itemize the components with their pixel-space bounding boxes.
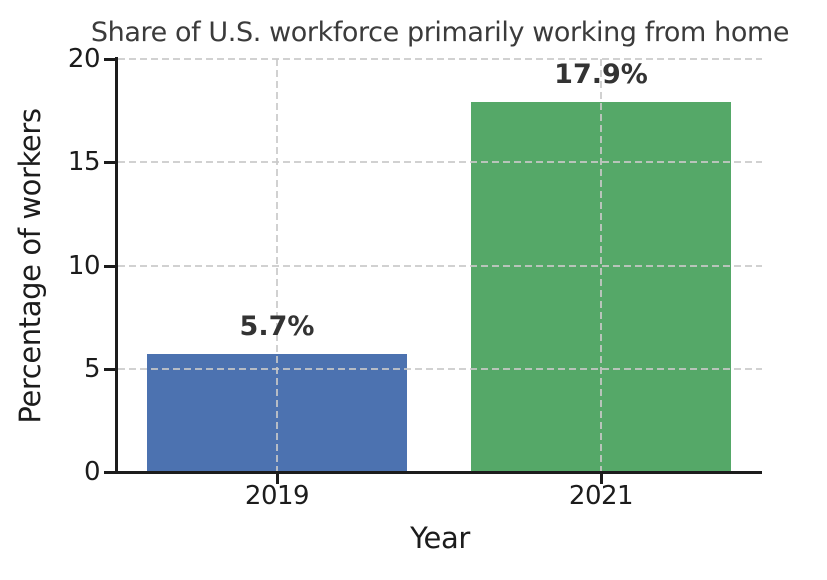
x-tick-label-2019: 2019	[244, 481, 310, 511]
y-tick-label-5: 5	[83, 353, 101, 384]
y-tick-10	[104, 264, 115, 268]
bottom-spine	[115, 471, 762, 474]
gridline-y-5	[118, 367, 762, 370]
x-axis-label: Year	[410, 521, 470, 555]
y-tick-label-15: 15	[67, 147, 101, 178]
y-tick-5	[104, 367, 115, 371]
left-spine	[115, 57, 118, 474]
y-tick-label-0: 0	[83, 457, 101, 487]
y-tick-0	[104, 471, 115, 474]
chart-title: Share of U.S. workforce primarily workin…	[90, 17, 790, 48]
y-tick-label-20: 20	[67, 44, 101, 74]
x-tick-2019	[276, 474, 279, 484]
gridline-y-10	[118, 264, 762, 267]
y-tick-15	[104, 161, 115, 165]
y-tick-20	[104, 58, 115, 61]
gridline-x-2019	[276, 59, 278, 472]
y-tick-label-10: 10	[67, 250, 101, 281]
bar-value-label-2019: 5.7%	[239, 311, 315, 343]
gridline-y-20	[118, 58, 762, 60]
x-tick-2021	[600, 474, 603, 484]
gridline-x-2021	[600, 59, 602, 472]
gridline-y-15	[118, 161, 762, 164]
bar-value-label-2021: 17.9%	[554, 59, 648, 91]
x-tick-label-2021: 2021	[568, 481, 634, 511]
